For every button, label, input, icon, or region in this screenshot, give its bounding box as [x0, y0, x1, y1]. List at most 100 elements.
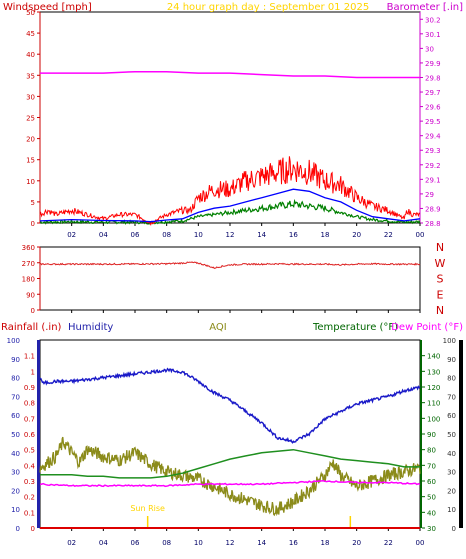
wind-x-tick-label: 18 [321, 231, 330, 239]
compass-label: N [436, 241, 444, 254]
temperature-tick-label: 60 [427, 478, 436, 486]
rainfall-tick-label: 1.1 [24, 353, 35, 361]
rainfall-tick-label: 0.1 [24, 509, 35, 517]
wind-x-tick-label: 00 [416, 231, 425, 239]
direction-tick-label: 180 [22, 276, 35, 284]
barometer-right-tick-label: 29.7 [425, 89, 441, 97]
direction-tick-label: 270 [22, 260, 35, 268]
barometer-right-tick-label: 29 [425, 191, 434, 199]
barometer-right-tick-label: 29.4 [425, 133, 441, 141]
aqi-tick-label: 100 [443, 337, 456, 345]
rainfall-tick-label: 0 [31, 525, 35, 533]
temperature-axis-bar [420, 340, 422, 528]
temperature-tick-label: 80 [427, 447, 436, 455]
humidity-tick-label: 10 [11, 506, 20, 514]
aqi-axis-label: AQI [209, 322, 227, 333]
wind-left-tick-label: 0 [31, 220, 35, 228]
climate-x-tick-label: 02 [67, 539, 76, 547]
compass-label: N [436, 304, 444, 317]
wind-direction-line [39, 261, 421, 270]
dew-point-line [39, 480, 421, 488]
wind-x-tick-label: 04 [99, 231, 108, 239]
climate-x-tick-label: 20 [352, 539, 361, 547]
rainfall-tick-label: 0.3 [24, 478, 35, 486]
graph-title: 24 hour graph day : September 01 2025 [167, 2, 369, 13]
humidity-tick-label: 50 [11, 431, 20, 439]
wind-left-tick-label: 35 [26, 72, 35, 80]
climate-x-tick-label: 16 [289, 539, 298, 547]
temperature-axis-label: Temperature (°F) [312, 322, 398, 333]
wind-left-tick-label: 30 [26, 93, 35, 101]
barometer-right-tick-label: 29.9 [425, 60, 441, 68]
wind-left-tick-label: 15 [26, 157, 35, 165]
compass-label: W [435, 257, 446, 270]
wind-left-tick-label: 10 [26, 178, 35, 186]
wind-left-tick-label: 20 [26, 136, 35, 144]
climate-x-tick-label: 14 [257, 539, 266, 547]
humidity-tick-label: 90 [11, 356, 20, 364]
barometer-right-tick-label: 29.1 [425, 176, 441, 184]
temperature-tick-label: 100 [427, 415, 440, 423]
temperature-tick-label: 90 [427, 431, 436, 439]
humidity-tick-label: 30 [11, 469, 20, 477]
rainfall-tick-label: 1 [31, 368, 35, 376]
compass-label: S [437, 273, 444, 286]
wind-left-tick-label: 45 [26, 30, 35, 38]
barometer-right-tick-label: 29.2 [425, 162, 441, 170]
climate-x-tick-label: 22 [384, 539, 393, 547]
humidity-tick-label: 0 [16, 525, 20, 533]
rainfall-tick-label: 0.6 [24, 431, 36, 439]
climate-x-tick-label: 04 [99, 539, 108, 547]
wind-average-line [39, 188, 421, 223]
wind-gust-line [39, 156, 421, 226]
direction-tick-label: 90 [26, 291, 35, 299]
barometer-axis-label: Barometer [.in] [387, 2, 463, 13]
temperature-tick-label: 70 [427, 462, 436, 470]
humidity-line [39, 367, 421, 444]
climate-x-tick-label: 10 [194, 539, 203, 547]
temperature-tick-label: 140 [427, 353, 440, 361]
humidity-tick-label: 20 [11, 487, 20, 495]
windspeed-axis-label: Windspeed [mph] [3, 2, 92, 13]
aqi-tick-label: 40 [447, 450, 456, 458]
barometer-right-tick-label: 30 [425, 45, 434, 53]
barometer-right-tick-label: 30.1 [425, 31, 441, 39]
rainfall-tick-label: 0.4 [24, 462, 36, 470]
wind-left-tick-label: 25 [26, 115, 35, 123]
humidity-tick-label: 100 [7, 337, 20, 345]
barometer-line [40, 70, 420, 79]
aqi-tick-label: 30 [447, 469, 456, 477]
rainfall-axis-label: Rainfall (.in) [1, 322, 62, 333]
rainfall-tick-label: 0.7 [24, 415, 35, 423]
barometer-right-tick-label: 28.9 [425, 205, 441, 213]
rainfall-tick-label: 0.9 [24, 384, 35, 392]
aqi-tick-label: 70 [447, 393, 456, 401]
climate-x-tick-label: 08 [162, 539, 171, 547]
direction-tick-label: 0 [31, 307, 35, 315]
aqi-tick-label: 80 [447, 375, 456, 383]
barometer-right-tick-label: 29.3 [425, 147, 441, 155]
aqi-axis-bar [459, 340, 463, 528]
compass-label: E [437, 288, 444, 301]
wind-x-tick-label: 20 [352, 231, 361, 239]
climate-x-tick-label: 18 [321, 539, 330, 547]
temperature-line [40, 448, 420, 479]
aqi-tick-label: 0 [452, 525, 456, 533]
wind-left-tick-label: 50 [26, 9, 35, 17]
temperature-tick-label: 50 [427, 494, 436, 502]
wind-x-tick-label: 02 [67, 231, 76, 239]
humidity-tick-label: 70 [11, 393, 20, 401]
barometer-right-tick-label: 30.2 [425, 16, 441, 24]
temperature-tick-label: 120 [427, 384, 440, 392]
wind-x-tick-label: 12 [226, 231, 235, 239]
rainfall-tick-label: 0.5 [24, 447, 35, 455]
barometer-right-tick-label: 29.6 [425, 104, 441, 112]
wind-plot-area [39, 11, 421, 224]
dew-point-axis-label: Dew Point (°F) [391, 322, 463, 333]
wind-x-tick-label: 14 [257, 231, 266, 239]
climate-x-tick-label: 00 [416, 539, 425, 547]
temperature-tick-label: 40 [427, 509, 436, 517]
sunrise-label: Sun Rise [130, 504, 165, 513]
